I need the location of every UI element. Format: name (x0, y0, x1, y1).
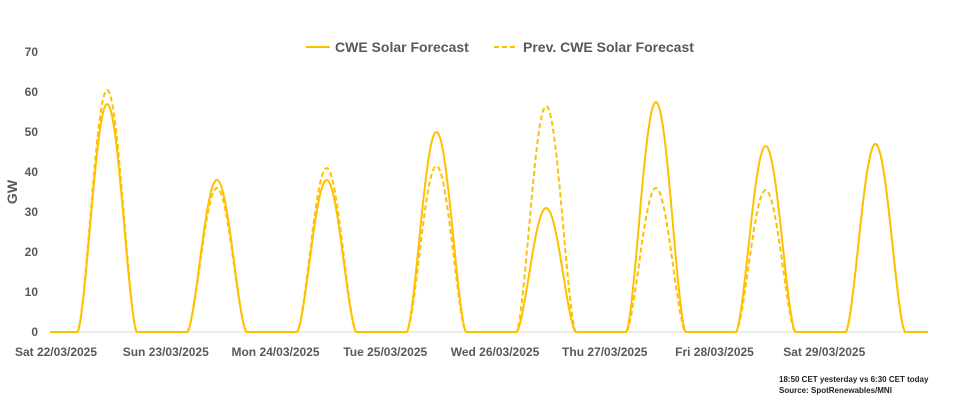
x-axis: Sat 22/03/2025 Sun 23/03/2025 Mon 24/03/20… (15, 345, 866, 359)
series-line-current (50, 101, 928, 333)
x-tick-label: Fri 28/03/2025 (675, 345, 754, 359)
x-tick-label: Wed 26/03/2025 (451, 345, 540, 359)
y-tick-label: 30 (25, 205, 39, 219)
y-tick-label: 60 (25, 85, 39, 99)
y-tick-label: 20 (25, 245, 39, 259)
legend-label-current: CWE Solar Forecast (335, 39, 469, 55)
x-tick-label: Sat 29/03/2025 (783, 345, 865, 359)
y-tick-label: 0 (31, 325, 38, 339)
x-tick-label: Mon 24/03/2025 (231, 345, 319, 359)
footnote-source: Source: SpotRenewables/MNI (779, 386, 892, 395)
y-axis: 0 10 20 30 40 50 60 70 (25, 45, 39, 339)
y-tick-label: 40 (25, 165, 39, 179)
y-tick-label: 50 (25, 125, 39, 139)
footnote-timing: 18:50 CET yesterday vs 6:30 CET today (779, 375, 929, 384)
series-line-previous (50, 89, 928, 333)
x-tick-label: Tue 25/03/2025 (343, 345, 427, 359)
legend-label-previous: Prev. CWE Solar Forecast (523, 39, 694, 55)
series-layer (50, 89, 928, 333)
x-tick-label: Sat 22/03/2025 (15, 345, 97, 359)
y-tick-label: 10 (25, 285, 39, 299)
legend: CWE Solar Forecast Prev. CWE Solar Forec… (306, 39, 694, 55)
y-tick-label: 70 (25, 45, 39, 59)
x-tick-label: Sun 23/03/2025 (123, 345, 209, 359)
y-axis-title: GW (4, 179, 20, 204)
x-tick-label: Thu 27/03/2025 (562, 345, 648, 359)
